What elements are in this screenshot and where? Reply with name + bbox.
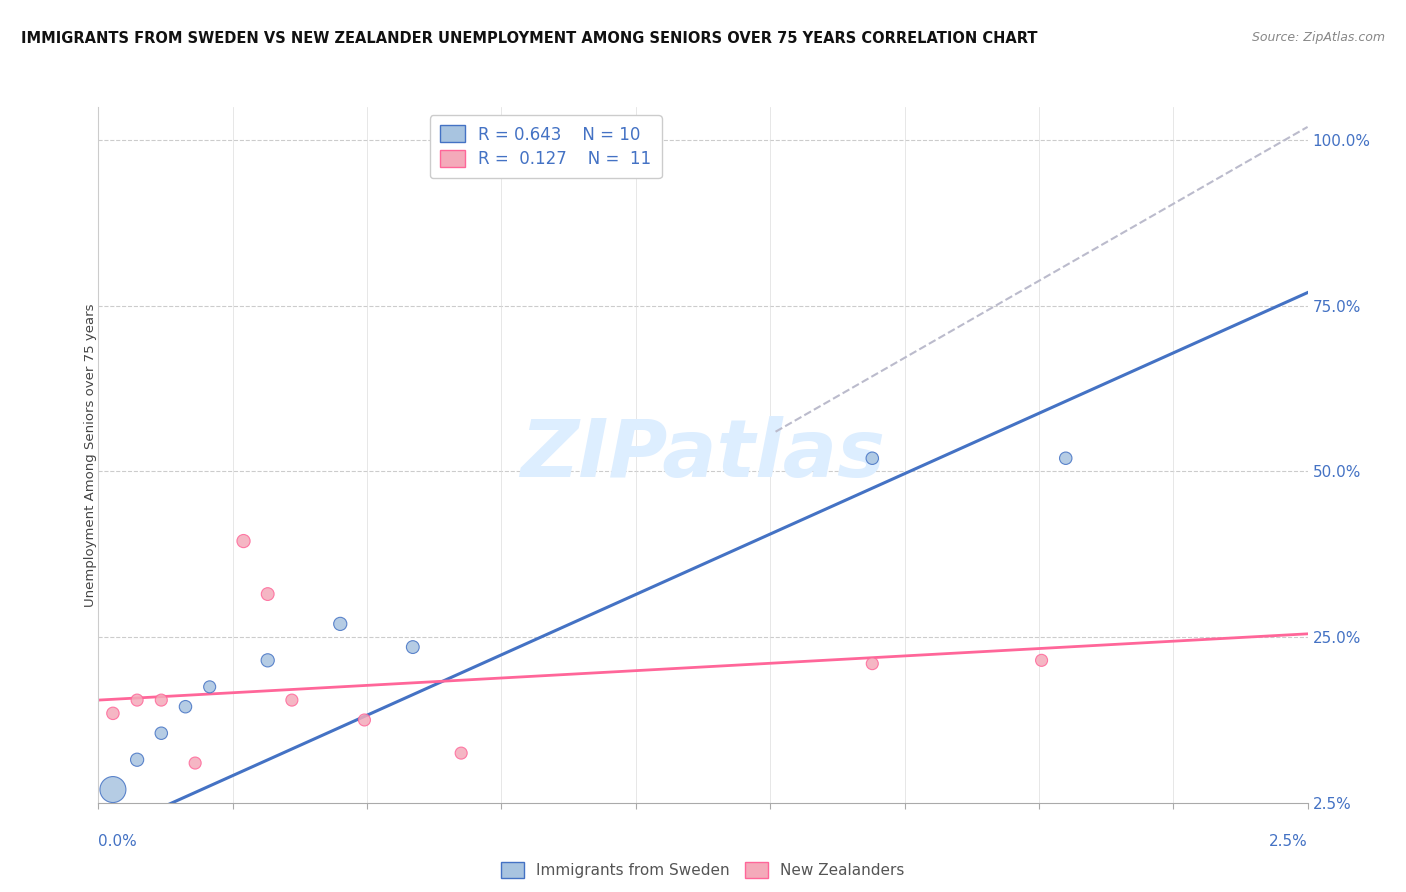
Point xyxy=(150,726,173,740)
Point xyxy=(281,693,304,707)
Y-axis label: Unemployment Among Seniors over 75 years: Unemployment Among Seniors over 75 years xyxy=(83,303,97,607)
Point xyxy=(256,587,278,601)
Point xyxy=(198,680,221,694)
Text: IMMIGRANTS FROM SWEDEN VS NEW ZEALANDER UNEMPLOYMENT AMONG SENIORS OVER 75 YEARS: IMMIGRANTS FROM SWEDEN VS NEW ZEALANDER … xyxy=(21,31,1038,46)
Point xyxy=(1031,653,1053,667)
Point xyxy=(450,746,472,760)
Point xyxy=(184,756,207,770)
Point xyxy=(101,782,124,797)
Legend: Immigrants from Sweden, New Zealanders: Immigrants from Sweden, New Zealanders xyxy=(494,855,912,886)
Point xyxy=(329,616,352,631)
Point xyxy=(860,657,883,671)
Point xyxy=(150,693,173,707)
Point xyxy=(127,753,149,767)
Point xyxy=(256,653,278,667)
Point xyxy=(101,706,124,721)
Text: Source: ZipAtlas.com: Source: ZipAtlas.com xyxy=(1251,31,1385,45)
Text: 0.0%: 0.0% xyxy=(98,834,138,849)
Point xyxy=(174,699,197,714)
Point xyxy=(127,693,149,707)
Point xyxy=(402,640,425,654)
Point xyxy=(232,534,254,549)
Text: 2.5%: 2.5% xyxy=(1268,834,1308,849)
Text: ZIPatlas: ZIPatlas xyxy=(520,416,886,494)
Point xyxy=(860,451,883,466)
Point xyxy=(1054,451,1077,466)
Point xyxy=(353,713,375,727)
